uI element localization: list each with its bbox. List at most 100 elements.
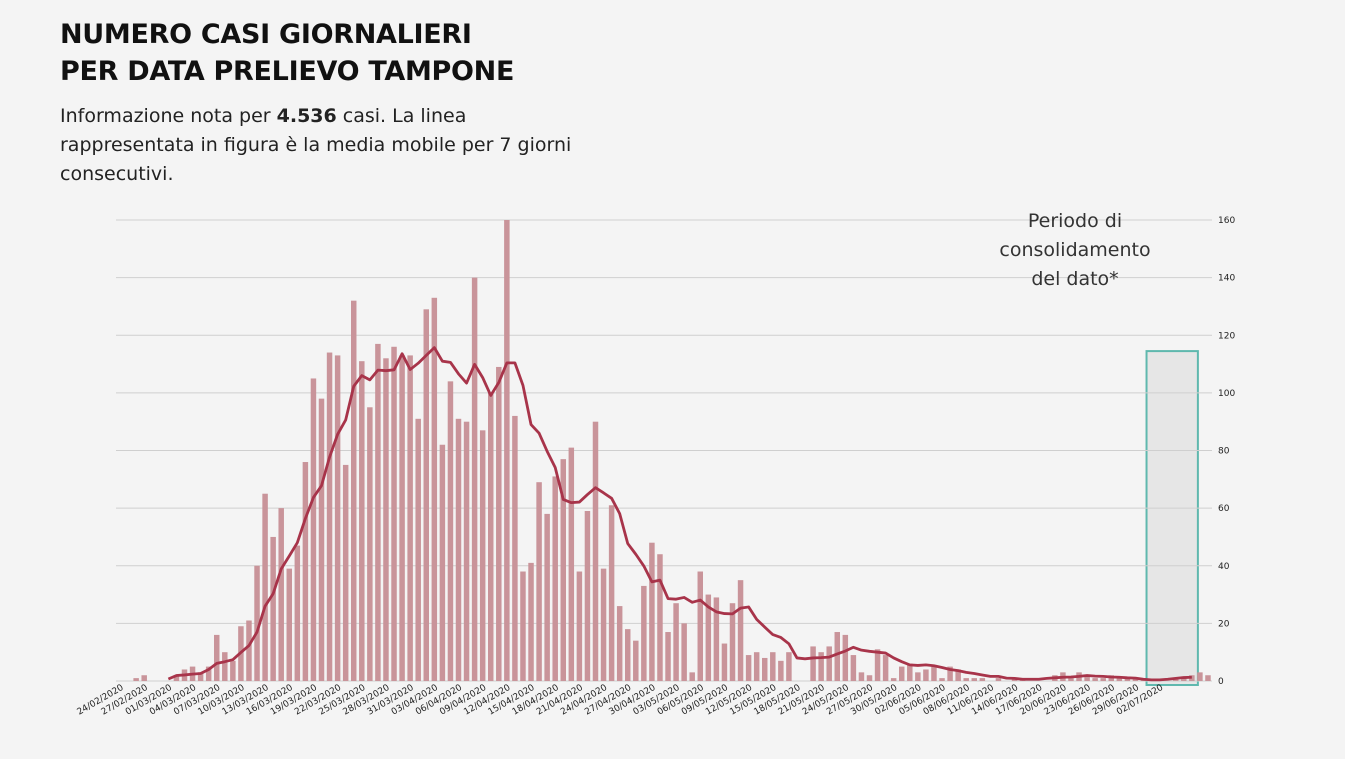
bar bbox=[649, 542, 655, 681]
bar bbox=[818, 652, 824, 681]
bar bbox=[431, 297, 438, 681]
bar bbox=[657, 554, 663, 681]
y-tick-label: 20 bbox=[1218, 619, 1230, 629]
bar bbox=[592, 421, 599, 681]
chart-subtitle: Informazione nota per 4.536 casi. La lin… bbox=[60, 102, 580, 189]
bar bbox=[270, 536, 276, 681]
bar bbox=[359, 361, 365, 681]
y-axis: 0 20 40 60 80 100 120 140 160 bbox=[1218, 216, 1235, 687]
annotation-line2: consolidamento bbox=[999, 239, 1150, 261]
bar bbox=[528, 562, 534, 681]
bar bbox=[923, 669, 929, 681]
bar bbox=[1100, 678, 1106, 681]
bar bbox=[826, 646, 832, 681]
y-tick-label: 160 bbox=[1218, 216, 1235, 226]
bar bbox=[1197, 672, 1203, 681]
bar bbox=[810, 646, 816, 681]
bar bbox=[600, 568, 607, 681]
bar bbox=[786, 652, 792, 681]
bar bbox=[294, 545, 301, 681]
bar bbox=[761, 657, 768, 681]
bar bbox=[1084, 675, 1090, 681]
bar bbox=[479, 430, 486, 681]
bar bbox=[995, 678, 1002, 681]
bar bbox=[697, 571, 704, 681]
bar bbox=[496, 366, 502, 681]
bar bbox=[979, 678, 986, 681]
bar bbox=[673, 603, 679, 681]
bar bbox=[560, 459, 567, 681]
bar bbox=[1116, 678, 1123, 681]
bar bbox=[133, 678, 139, 681]
y-tick-label: 100 bbox=[1218, 389, 1235, 399]
bar bbox=[1181, 678, 1187, 681]
bar bbox=[415, 418, 421, 681]
bar bbox=[689, 672, 695, 681]
bar bbox=[391, 346, 397, 681]
bar bbox=[753, 652, 760, 681]
subtitle-prefix: Informazione nota per bbox=[60, 105, 277, 127]
bar bbox=[205, 666, 212, 681]
bar bbox=[842, 634, 849, 681]
consolidation-box bbox=[1145, 350, 1199, 686]
bar bbox=[254, 565, 260, 681]
bar bbox=[552, 476, 558, 681]
bar bbox=[608, 505, 615, 681]
bar bbox=[624, 629, 631, 681]
bar bbox=[342, 464, 349, 681]
bar bbox=[375, 343, 381, 681]
bar bbox=[874, 649, 881, 681]
bar bbox=[568, 447, 575, 681]
bar bbox=[850, 655, 857, 681]
bar bbox=[367, 407, 373, 681]
bar bbox=[230, 660, 236, 681]
bar bbox=[584, 511, 591, 681]
bar bbox=[439, 444, 446, 681]
subtitle-case-count: 4.536 bbox=[276, 105, 337, 127]
y-tick-label: 140 bbox=[1218, 274, 1235, 284]
bar bbox=[641, 585, 647, 681]
bar bbox=[681, 623, 687, 681]
y-tick-label: 80 bbox=[1218, 447, 1230, 457]
bar bbox=[963, 678, 969, 681]
moving-average-line bbox=[167, 346, 1192, 682]
bar bbox=[939, 678, 945, 681]
bar bbox=[463, 421, 470, 681]
bar bbox=[286, 568, 293, 681]
bar bbox=[447, 381, 454, 681]
bar bbox=[971, 678, 978, 681]
bar bbox=[504, 220, 510, 681]
y-tick-label: 120 bbox=[1218, 331, 1235, 341]
bar bbox=[471, 277, 478, 681]
bar bbox=[745, 655, 752, 681]
bar bbox=[141, 675, 147, 681]
bar bbox=[947, 666, 953, 681]
bar-series bbox=[133, 220, 1211, 681]
bar bbox=[455, 418, 462, 681]
bar bbox=[713, 597, 720, 681]
bar bbox=[915, 672, 921, 681]
bar bbox=[616, 606, 623, 681]
bar bbox=[1068, 678, 1074, 681]
annotation-line3: del dato* bbox=[1031, 268, 1118, 290]
bar bbox=[633, 640, 639, 681]
bar bbox=[246, 620, 252, 681]
bar bbox=[1124, 678, 1131, 681]
bar bbox=[1132, 678, 1139, 681]
x-axis: 24/02/202027/02/202001/03/202004/03/2020… bbox=[76, 683, 1166, 718]
bar bbox=[222, 652, 228, 681]
bar bbox=[721, 643, 728, 681]
bar bbox=[383, 358, 389, 681]
bar bbox=[536, 482, 542, 681]
bar bbox=[770, 652, 776, 681]
bar bbox=[399, 355, 405, 681]
bar bbox=[278, 508, 284, 681]
bar bbox=[866, 675, 873, 681]
bar bbox=[173, 675, 180, 681]
bar bbox=[955, 669, 961, 681]
bar bbox=[665, 632, 671, 681]
bar bbox=[882, 655, 889, 681]
bar bbox=[778, 660, 784, 681]
bar bbox=[544, 513, 550, 681]
